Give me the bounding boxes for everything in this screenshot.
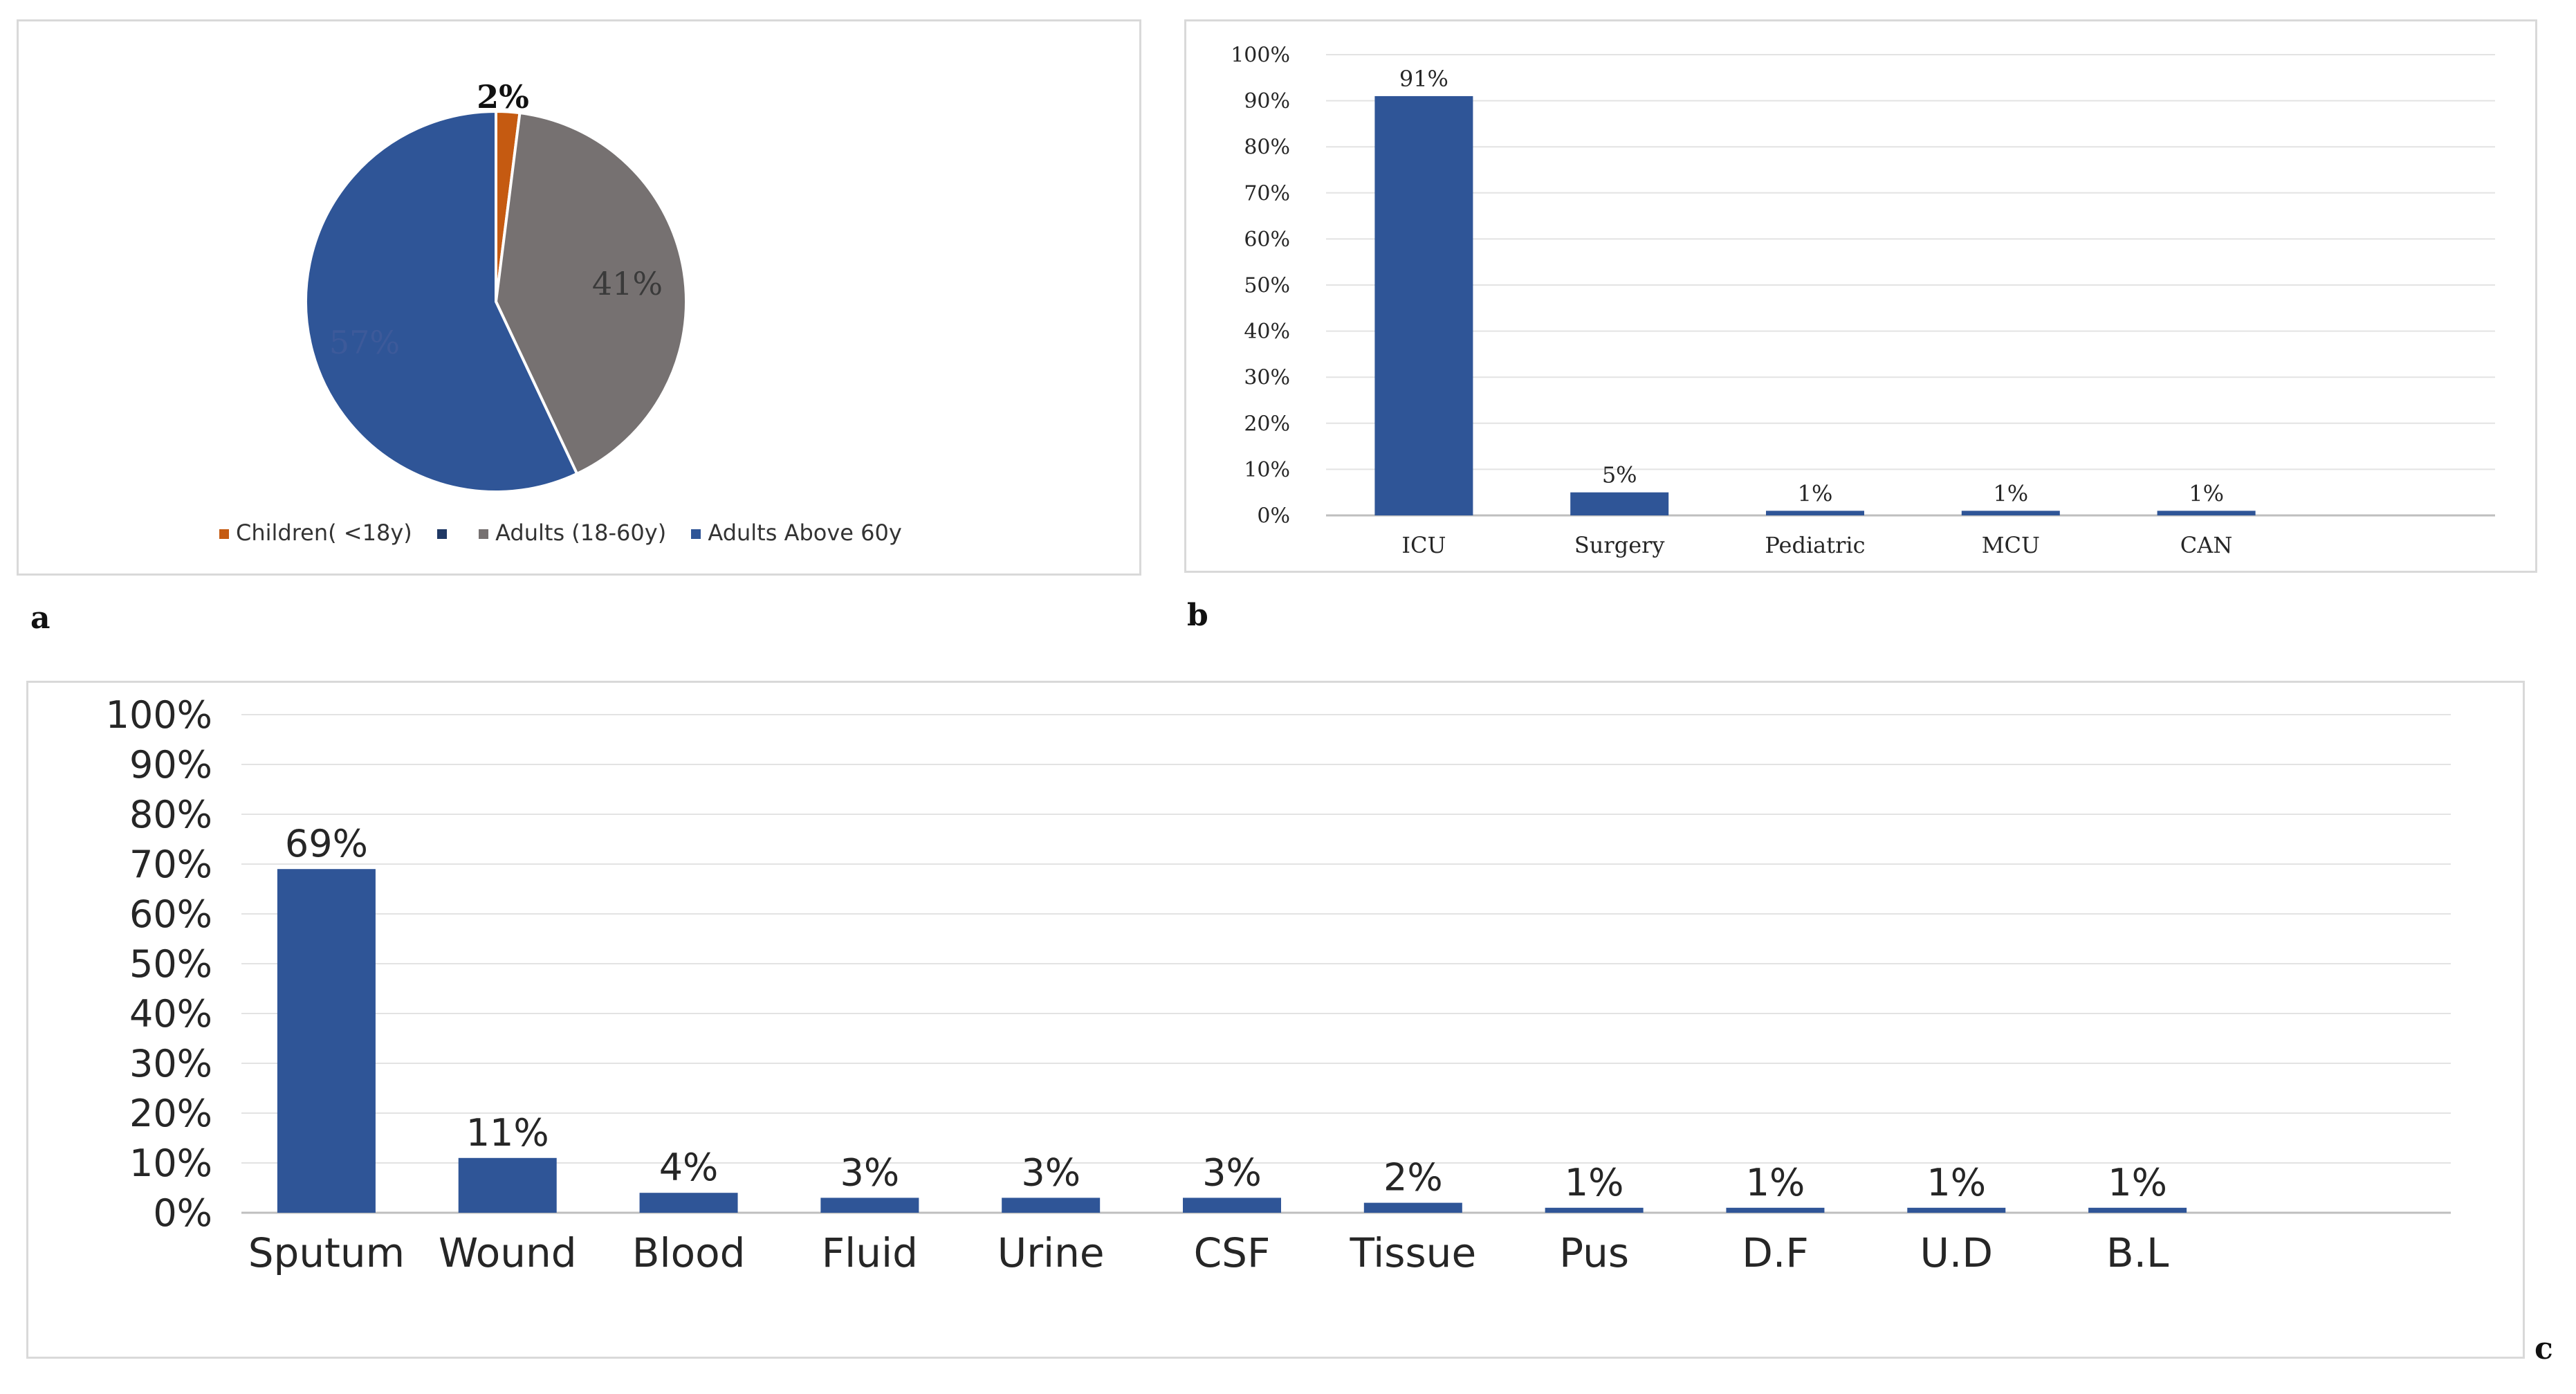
y-tick-label: 0%: [153, 1191, 212, 1235]
pie-data-label-0: 2%: [477, 78, 529, 116]
bar-data-label: 69%: [285, 822, 368, 865]
x-category-label: Surgery: [1574, 532, 1665, 558]
pie-slice-2: [304, 109, 579, 493]
pie-slice-1: [494, 111, 688, 476]
y-tick-label: 90%: [1244, 89, 1290, 113]
x-category-label: ICU: [1401, 532, 1446, 558]
legend-swatch-adults-18-60: [479, 529, 489, 539]
bar-data-label: 3%: [1021, 1150, 1080, 1194]
bar-chart-b: 0% 10% 20% 30% 40% 50% 60% 70% 80% 90% 100% 91% ICU 5…: [1231, 44, 2495, 558]
x-category-label: U.D: [1920, 1229, 1993, 1276]
legend-item-unlabeled: [436, 520, 454, 546]
bar-u-d: [1907, 1207, 2006, 1213]
x-category-label: Sputum: [248, 1229, 405, 1276]
panel-c-specimen-bar-chart: 0% 10% 20% 30% 40% 50% 60% 70% 80% 90% 100% 69% Sput…: [26, 681, 2525, 1359]
panel-letter-c: c: [2534, 1331, 2553, 1366]
bar-surgery: [1570, 492, 1669, 515]
bar-data-label: 1%: [1565, 1161, 1624, 1204]
legend-label-adults-18-60: Adults (18-60y): [495, 520, 667, 546]
bar-pediatric: [1766, 511, 1864, 515]
y-tick-label: 30%: [129, 1042, 212, 1085]
x-category-label: CAN: [2180, 532, 2233, 558]
panel-b-ward-bar-chart: 0% 10% 20% 30% 40% 50% 60% 70% 80% 90% 100% 91% ICU 5…: [1184, 19, 2537, 573]
y-tick-label: 40%: [1244, 320, 1290, 344]
bar-sputum: [277, 869, 376, 1213]
bar-data-label: 11%: [466, 1111, 549, 1155]
bar-data-label: 1%: [1746, 1161, 1805, 1204]
bar-data-label: 3%: [1202, 1150, 1262, 1194]
x-category-label: Fluid: [822, 1229, 918, 1276]
y-tick-label: 0%: [1257, 504, 1290, 529]
y-tick-label: 80%: [129, 793, 212, 836]
x-category-label: Pus: [1559, 1229, 1629, 1276]
pie-chart-a: 2% 41% 57%: [304, 78, 688, 493]
y-tick-label: 40%: [129, 992, 212, 1036]
x-category-label: Blood: [632, 1229, 746, 1276]
legend-label-adults-above-60: Adults Above 60y: [708, 520, 902, 546]
bar-data-label: 1%: [2108, 1161, 2167, 1204]
y-tick-label: 30%: [1244, 366, 1290, 390]
x-category-label: D.F: [1742, 1229, 1808, 1276]
y-tick-label: 70%: [129, 843, 212, 886]
y-tick-label: 80%: [1244, 136, 1290, 160]
bar-data-label: 4%: [659, 1146, 719, 1189]
x-category-label: MCU: [1982, 532, 2040, 558]
legend-item-children: Children( <18y): [219, 520, 412, 546]
x-category-label: Pediatric: [1765, 532, 1865, 558]
x-category-label: Wound: [439, 1229, 577, 1276]
bar-data-label: 1%: [1993, 480, 2028, 506]
y-tick-label: 70%: [1244, 181, 1290, 205]
y-tick-label: 60%: [129, 892, 212, 936]
pie-data-label-1: 41%: [592, 265, 663, 302]
panel-letter-a: a: [30, 600, 50, 636]
legend-item-adults-18-60: Adults (18-60y): [479, 520, 666, 546]
bar-blood: [639, 1193, 738, 1213]
pie-data-label-2: 57%: [329, 324, 400, 361]
bar-data-label: 5%: [1602, 462, 1637, 488]
legend-swatch-adults-above-60: [691, 529, 701, 539]
y-tick-label: 60%: [1244, 228, 1290, 252]
y-tick-label: 20%: [129, 1092, 212, 1135]
bar-pus: [1545, 1207, 1644, 1213]
bar-csf: [1183, 1198, 1281, 1213]
bar-data-label: 91%: [1399, 66, 1448, 92]
bar-tissue: [1363, 1202, 1462, 1213]
panel-a-age-pie: 2% 41% 57% Children( <18y) Adults (18-60y)…: [17, 19, 1141, 576]
x-category-label: B.L: [2106, 1229, 2169, 1276]
bar-chart-c: 0% 10% 20% 30% 40% 50% 60% 70% 80% 90% 100% 69% Sput…: [106, 693, 2451, 1276]
legend-swatch-unlabeled: [436, 529, 447, 539]
y-tick-label: 10%: [129, 1141, 212, 1185]
bar-mcu: [1961, 511, 2060, 515]
bar-data-label: 3%: [840, 1150, 900, 1194]
bar-data-label: 1%: [1798, 480, 1833, 506]
bar-fluid: [820, 1198, 919, 1213]
y-tick-label: 10%: [1244, 458, 1290, 482]
bar-data-label: 2%: [1383, 1156, 1443, 1200]
y-tick-label: 100%: [1231, 44, 1290, 68]
bar-data-label: 1%: [1926, 1161, 1986, 1204]
legend-label-children: Children( <18y): [236, 520, 412, 546]
legend-item-adults-above-60: Adults Above 60y: [691, 520, 902, 546]
pie-legend: Children( <18y) Adults (18-60y) Adults A…: [219, 520, 920, 546]
x-category-label: Tissue: [1349, 1229, 1476, 1276]
legend-swatch-children: [219, 529, 229, 539]
panel-letter-b: b: [1187, 598, 1208, 633]
bar-wound: [458, 1157, 557, 1213]
y-tick-label: 100%: [106, 693, 212, 737]
bar-d-f: [1726, 1207, 1825, 1213]
bar-can: [2157, 511, 2256, 515]
bar-icu: [1374, 95, 1473, 515]
bar-b-l: [2088, 1207, 2187, 1213]
y-tick-label: 20%: [1244, 412, 1290, 436]
bar-data-label: 1%: [2189, 480, 2224, 506]
x-category-label: CSF: [1194, 1229, 1271, 1276]
y-tick-label: 90%: [129, 743, 212, 787]
y-tick-label: 50%: [1244, 274, 1290, 298]
bar-urine: [1002, 1198, 1101, 1213]
y-tick-label: 50%: [129, 942, 212, 986]
x-category-label: Urine: [997, 1229, 1105, 1276]
